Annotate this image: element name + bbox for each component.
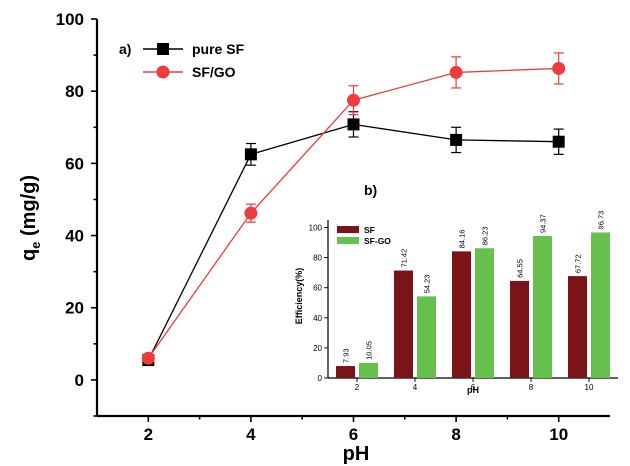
bar-sf-go xyxy=(359,362,378,378)
data-point-circle xyxy=(141,351,155,365)
inset-plot: b) 0 20 40 60 80 100 7.93 10.05 71.42 54.23 84.16… xyxy=(294,182,624,395)
inset-x-tick-label: 10 xyxy=(585,383,594,392)
legend-marker-pure-sf xyxy=(157,43,169,55)
panel-label-a: a) xyxy=(119,41,131,57)
inset-y-ticks: 0 20 40 60 80 100 xyxy=(309,224,328,383)
bar-value-label: 94.37 xyxy=(539,214,548,233)
main-y-tick-label: 60 xyxy=(65,154,84,173)
inset-y-tick-label: 0 xyxy=(318,374,323,383)
legend-label-pure-sf: pure SF xyxy=(192,41,245,57)
inset-x-tick-label: 4 xyxy=(413,383,418,392)
bar-value-label: 54.23 xyxy=(423,275,432,294)
main-x-tick-label: 6 xyxy=(349,425,358,444)
inset-y-axis-title: Efficiency(%) xyxy=(294,268,304,325)
series-sf-go xyxy=(141,52,566,365)
main-y-tick-label: 100 xyxy=(56,10,84,29)
data-point-circle xyxy=(449,65,463,79)
data-point-square xyxy=(552,135,565,148)
panel-label-b: b) xyxy=(364,182,377,198)
legend-marker-sf-go xyxy=(156,65,170,79)
bar-sf xyxy=(336,366,355,378)
inset-y-tick-label: 20 xyxy=(313,344,322,353)
inset-legend-label-sf: SF xyxy=(364,225,375,235)
data-point-circle xyxy=(244,206,258,220)
inset-bars: 7.93 10.05 71.42 54.23 84.16 86.23 64.55 94.37 6… xyxy=(336,211,610,378)
bar-sf-go xyxy=(533,235,552,378)
y-title-q: q xyxy=(18,249,40,261)
data-point-circle xyxy=(347,93,360,107)
bar-sf xyxy=(568,276,587,378)
inset-y-tick-label: 60 xyxy=(313,284,322,293)
inset-y-tick-label: 80 xyxy=(313,254,322,263)
bar-sf xyxy=(394,270,413,378)
main-y-tick-label: 0 xyxy=(75,371,84,390)
bar-sf-go xyxy=(417,296,436,378)
data-point-square xyxy=(450,133,463,146)
bar-sf-go xyxy=(475,248,494,378)
inset-x-tick-label: 6 xyxy=(471,383,476,392)
main-y-tick-label: 40 xyxy=(65,227,84,246)
main-x-tick-label: 2 xyxy=(144,425,153,444)
inset-legend-swatch-sf-go xyxy=(337,237,359,244)
legend-label-sf-go: SF/GO xyxy=(192,64,236,80)
inset-x-tick-label: 2 xyxy=(355,383,360,392)
inset-y-tick-label: 100 xyxy=(309,224,323,233)
bar-sf xyxy=(510,280,529,378)
inset-x-tick-label: 8 xyxy=(529,383,534,392)
data-point-square xyxy=(244,148,257,161)
main-x-ticks: 2 4 6 8 10 xyxy=(144,416,568,444)
bar-value-label: 96.73 xyxy=(597,211,606,230)
inset-legend: SF SF-GO xyxy=(337,225,391,246)
data-point-circle xyxy=(552,61,566,75)
main-y-tick-label: 80 xyxy=(65,82,84,101)
main-x-tick-label: 8 xyxy=(451,425,460,444)
main-y-ticks: 0 20 40 60 80 100 xyxy=(56,10,97,417)
main-x-axis-title: pH xyxy=(343,443,370,465)
bar-value-label: 71.42 xyxy=(400,249,409,268)
inset-legend-label-sf-go: SF-GO xyxy=(364,236,391,246)
main-x-tick-label: 10 xyxy=(549,425,568,444)
main-y-axis-title: qe (mg/g) xyxy=(18,175,43,261)
main-x-tick-label: 4 xyxy=(246,425,256,444)
y-title-unit: (mg/g) xyxy=(18,175,40,242)
inset-x-axis-title: pH xyxy=(467,385,479,395)
series-pure-sf xyxy=(142,111,565,367)
bar-value-label: 10.05 xyxy=(365,341,374,360)
data-point-square xyxy=(347,118,360,131)
y-title-sub: e xyxy=(28,242,43,249)
main-y-tick-label: 20 xyxy=(65,299,84,318)
inset-x-ticks: 2 4 6 8 10 xyxy=(355,378,594,392)
inset-y-tick-label: 40 xyxy=(313,314,322,323)
bar-sf xyxy=(452,251,471,378)
main-legend: pure SF SF/GO xyxy=(143,41,245,80)
bar-value-label: 7.93 xyxy=(342,348,351,363)
inset-legend-swatch-sf xyxy=(337,226,359,233)
bar-value-label: 64.55 xyxy=(516,259,525,278)
bar-value-label: 84.16 xyxy=(458,230,467,249)
bar-sf-go xyxy=(591,232,610,378)
main-series-layer xyxy=(141,52,566,367)
bar-value-label: 67.72 xyxy=(574,254,583,273)
bar-value-label: 86.23 xyxy=(481,226,490,245)
